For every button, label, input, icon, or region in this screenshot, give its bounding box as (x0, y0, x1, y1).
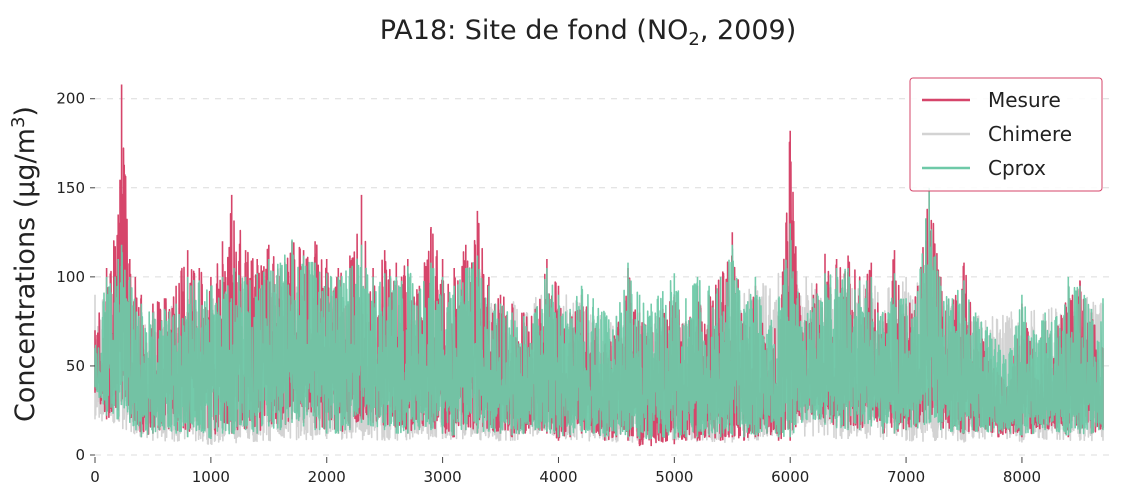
x-tick-label: 1000 (192, 468, 230, 486)
x-tick-label: 7000 (887, 468, 925, 486)
legend-box (909, 77, 1103, 192)
x-tick-label: 4000 (539, 468, 577, 486)
series-line-cprox (94, 187, 1104, 440)
legend-label: Mesure (988, 88, 1061, 112)
y-axis-label-suffix: ) (10, 106, 41, 117)
y-axis-label-main: Concentrations (μg/m (10, 128, 41, 422)
y-axis-label-superscript: 3 (8, 117, 29, 128)
x-tick-label: 0 (90, 468, 100, 486)
legend: Mesure Chimere Cprox (909, 77, 1103, 192)
chart-title-suffix: , 2009) (700, 15, 796, 46)
x-tick-label: 3000 (424, 468, 462, 486)
x-tick-label: 5000 (655, 468, 693, 486)
x-tick-label: 6000 (771, 468, 809, 486)
legend-label: Cprox (988, 156, 1046, 180)
x-tick-label: 8000 (1003, 468, 1041, 486)
legend-label: Chimere (988, 122, 1072, 146)
series-cprox (94, 187, 1104, 440)
y-tick-label: 150 (56, 179, 85, 197)
chart-title: PA18: Site de fond (NO2, 2009) (380, 15, 797, 50)
y-axis-label: Concentrations (μg/m3) (8, 106, 41, 422)
chart-title-main: PA18: Site de fond (NO (380, 15, 689, 46)
chart-title-subscript: 2 (688, 29, 699, 50)
y-tick-label: 200 (56, 90, 85, 108)
y-tick-label: 0 (75, 446, 85, 464)
y-tick-label: 100 (56, 268, 85, 286)
x-tick-label: 2000 (308, 468, 346, 486)
y-tick-label: 50 (66, 357, 85, 375)
plot-area (94, 84, 1104, 447)
